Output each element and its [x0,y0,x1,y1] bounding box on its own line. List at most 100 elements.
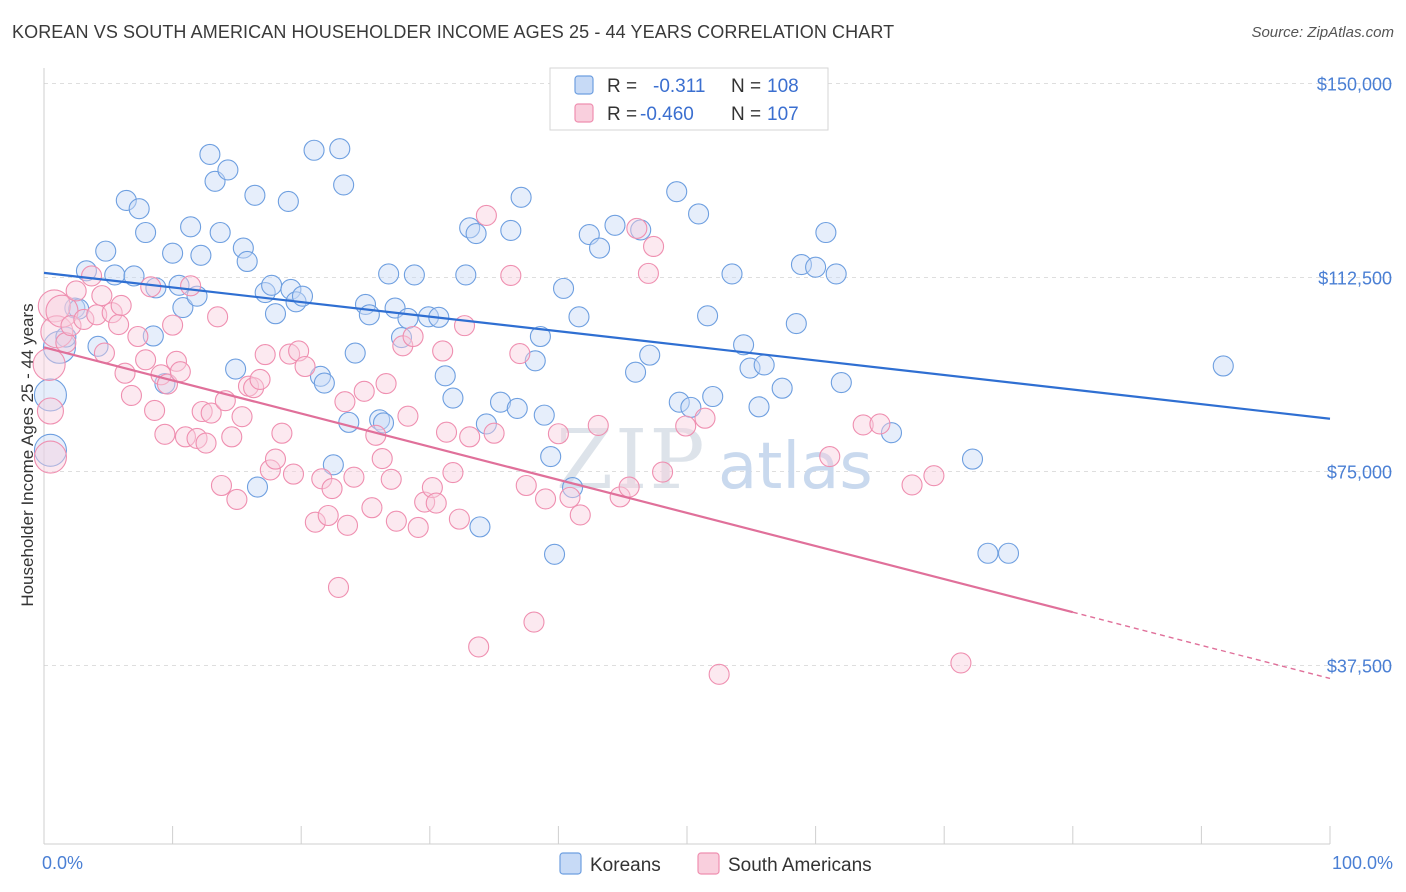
data-point [435,421,458,443]
data-point [361,497,383,519]
data-point [506,397,528,419]
chart-title: KOREAN VS SOUTH AMERICAN HOUSEHOLDER INC… [12,22,895,42]
data-point [261,274,283,296]
data-point [277,190,299,213]
data-point [805,256,827,278]
legend-bottom-swatch-korean [559,852,582,875]
data-point [231,406,253,428]
data-point [264,303,287,325]
data-point [371,448,393,470]
data-point [465,222,487,245]
data-point [108,314,130,336]
data-point [380,468,402,490]
legend-r-label: R = [607,104,637,125]
data-point [309,365,332,387]
data-point [442,387,464,409]
data-point [453,315,476,337]
data-point [961,448,984,470]
data-point [923,465,945,487]
data-point [304,511,326,533]
data-point [950,652,972,674]
data-point [790,254,813,276]
data-point [675,415,697,437]
data-point [135,349,157,371]
data-point [232,237,254,259]
data-point [209,221,231,244]
data-point [195,432,217,454]
data-point [172,296,194,319]
legend-r-value: -0.460 [640,104,694,125]
data-point [221,426,243,448]
y-axis-labels: $150,000 $112,500 $75,000 $37,500 [1317,75,1392,677]
zipatlas-watermark: ZIP atlas [556,413,873,508]
data-point [977,542,999,564]
data-point [249,368,271,390]
data-point [733,334,755,356]
data-point [529,325,551,348]
data-point [225,358,247,380]
data-point [60,315,82,337]
korean-trend-line [43,271,1331,420]
data-point [547,423,569,445]
legend-bottom-label-south-american: South Americans [728,855,872,876]
data-point [210,474,233,497]
legend-row-korean: R = -0.311 N = 108 [574,75,799,97]
data-point [510,186,532,208]
legend-top: R = -0.311 N = 108 R = -0.460 N = 107 [549,67,829,131]
data-point [317,504,339,527]
legend-n-value: 107 [767,104,799,125]
data-point [288,340,310,362]
legend-bottom: Koreans South Americans [559,852,872,876]
data-point [468,636,490,658]
data-point [390,326,413,349]
data-point [378,263,400,285]
data-point [162,314,184,336]
data-point [785,313,807,335]
south-american-trend-extension [1072,611,1331,680]
data-point [174,426,197,448]
data-point [708,663,730,685]
legend-n-value: 108 [767,76,799,97]
data-point [434,365,456,387]
data-point [358,304,380,326]
data-point [997,542,1020,564]
data-point [702,385,724,408]
y-tick-label: $112,500 [1318,269,1392,289]
data-point [168,274,190,296]
data-point [73,308,95,330]
data-point [385,510,407,532]
data-point [246,476,269,498]
data-point [280,278,302,300]
data-point [303,139,325,161]
data-point [697,305,719,327]
data-point [313,372,335,394]
data-point [127,325,149,348]
legend-row-south-american: R = -0.460 N = 107 [574,103,799,125]
data-point [515,474,537,497]
south-american-points [32,204,972,685]
legend-swatch-korean [574,75,594,95]
data-point [815,221,837,244]
data-point [721,263,743,285]
y-tick-label: $150,000 [1317,75,1392,95]
data-point [32,347,66,381]
data-point [455,264,477,286]
watermark-zip: ZIP [556,413,707,508]
data-point [442,462,464,484]
data-point [637,262,659,284]
data-point [666,181,688,203]
data-point [344,342,366,364]
data-point [819,445,841,468]
data-point [264,448,287,470]
data-point [33,433,67,467]
legend-bottom-label-korean: Koreans [590,855,661,876]
data-point [200,402,222,424]
data-point [748,396,770,418]
data-point [115,189,137,211]
data-point [322,454,344,476]
gridlines [44,83,1392,667]
data-point [162,242,184,264]
data-point [489,391,512,413]
data-point [191,400,213,423]
